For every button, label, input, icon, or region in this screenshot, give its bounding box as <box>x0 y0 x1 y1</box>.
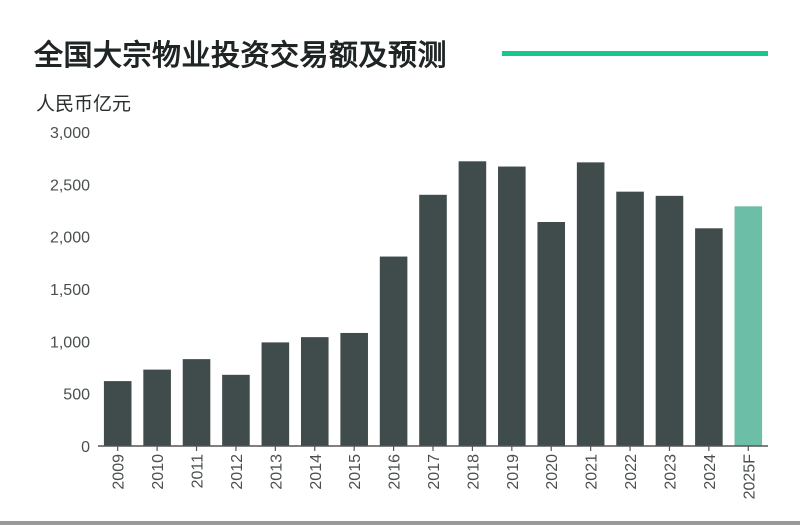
y-tick-label: 2,500 <box>50 177 90 194</box>
x-tick-label: 2015 <box>347 454 364 490</box>
x-tick-label: 2012 <box>229 454 246 490</box>
bar-2016 <box>379 256 408 446</box>
x-tick-label: 2013 <box>268 454 285 490</box>
y-tick-label: 500 <box>63 387 90 404</box>
x-tick-label: 2018 <box>465 454 482 490</box>
bar-2013 <box>261 342 290 446</box>
y-tick-label: 3,000 <box>50 125 90 142</box>
x-tick-label: 2019 <box>505 454 522 490</box>
title-accent-rule <box>502 51 768 56</box>
bar-2024 <box>695 228 723 446</box>
bottom-border <box>0 521 800 525</box>
x-tick-label: 2020 <box>544 454 561 490</box>
x-tick-label: 2016 <box>387 454 404 490</box>
bar-2021 <box>576 162 605 446</box>
bar-2009 <box>103 381 132 446</box>
bar-2022 <box>616 191 644 446</box>
x-tick-label: 2024 <box>702 454 719 490</box>
bar-2012 <box>222 374 250 446</box>
y-tick-label: 2,000 <box>50 230 90 247</box>
chart-title: 全国大宗物业投资交易额及预测 <box>34 38 448 72</box>
y-tick-label: 1,500 <box>50 282 90 299</box>
x-tick-label: 2011 <box>190 454 207 489</box>
x-tick-label: 2025F <box>741 454 758 500</box>
y-tick-label: 0 <box>81 439 90 456</box>
bars <box>103 161 763 447</box>
y-axis-ticks: 0 500 1,000 1,500 2,000 2,500 3,000 <box>50 125 90 456</box>
bar-2017 <box>419 194 447 446</box>
y-axis-unit-label: 人民币亿元 <box>36 93 132 115</box>
x-tick-label: 2022 <box>623 454 640 490</box>
bar-2019 <box>498 166 526 447</box>
bar-2015 <box>340 332 368 446</box>
bar-2018 <box>458 161 487 446</box>
x-tick-label: 2010 <box>150 454 167 490</box>
bar-2023 <box>655 195 684 446</box>
x-tick-label: 2021 <box>584 454 601 490</box>
bar-forecast-2025F <box>734 206 763 446</box>
bar-2011 <box>182 359 211 446</box>
x-tick-label: 2014 <box>308 454 325 490</box>
bar-2010 <box>143 369 171 446</box>
y-tick-label: 1,000 <box>50 334 90 351</box>
x-axis-ticks: 2009 2010 2011 2012 2013 2014 2015 2016 2017 2018… <box>111 446 758 500</box>
x-tick-label: 2009 <box>111 454 128 490</box>
bar-2014 <box>300 337 329 446</box>
x-tick-label: 2023 <box>662 454 679 490</box>
bar-2020 <box>537 222 566 446</box>
x-tick-label: 2017 <box>426 454 443 490</box>
